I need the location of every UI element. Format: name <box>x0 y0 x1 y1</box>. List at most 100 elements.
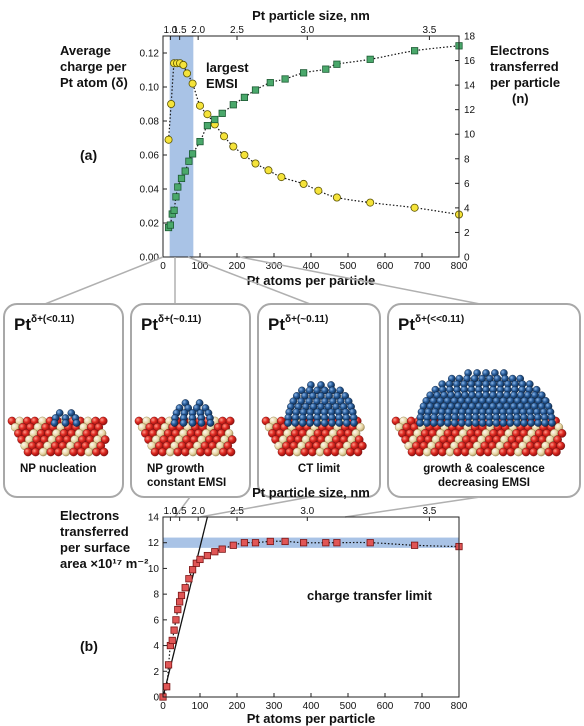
top-tick-label-a: 1.5 <box>173 25 187 36</box>
data-point-charge <box>195 101 204 110</box>
y-axis-title-right-a: Electrons transferred per particle (n) <box>490 43 564 106</box>
top-tick-label-a: 3.5 <box>422 25 436 36</box>
panel-label-a: (a) <box>80 147 97 163</box>
top-axis-title-a: Pt particle size, nm <box>252 8 370 23</box>
pt-nanoparticle <box>284 381 358 427</box>
series-electrons-per-area <box>159 537 463 701</box>
x-tick-label-a: 200 <box>229 261 246 272</box>
data-point-area <box>333 539 341 547</box>
y-tick-label-right-a: 8 <box>464 154 470 165</box>
card-2: Ptδ+(~0.11) NP growth constant EMSI <box>130 303 251 498</box>
x-tick-label-b: 200 <box>229 701 246 712</box>
y-tick-label-b: 12 <box>148 538 160 549</box>
data-point-electrons <box>170 206 178 214</box>
y-tick-label-right-a: 2 <box>464 228 470 239</box>
data-point-area <box>203 551 211 560</box>
y-tick-label-right-a: 6 <box>464 179 470 190</box>
y-tick-label-right-a: 4 <box>464 203 470 214</box>
data-point-area <box>281 537 289 546</box>
y-axis-title-b: Electrons transferred per surface area ×… <box>60 508 149 571</box>
data-point-area <box>164 661 173 669</box>
x-tick-label-a: 800 <box>451 261 468 272</box>
data-point-charge <box>314 186 323 195</box>
data-point-area <box>176 598 184 606</box>
data-point-charge <box>229 142 238 151</box>
data-point-electrons <box>322 65 330 73</box>
x-tick-label-a: 300 <box>266 261 283 272</box>
y-tick-label-left-a: 0.02 <box>140 219 160 230</box>
data-point-area <box>174 605 182 614</box>
data-point-charge <box>251 159 260 168</box>
data-point-area <box>185 575 193 583</box>
top-tick-label-b: 1.5 <box>173 506 187 517</box>
x-tick-label-b: 400 <box>303 701 320 712</box>
y-tick-label-left-a: 0.10 <box>140 83 160 94</box>
data-point-charge <box>203 110 212 119</box>
data-point-electrons <box>281 75 289 83</box>
pt-nanoparticle <box>416 369 556 427</box>
data-point-charge <box>167 100 176 109</box>
data-point-area <box>172 616 180 624</box>
x-tick-label-b: 300 <box>266 701 283 712</box>
y-tick-label-b: 14 <box>148 513 160 524</box>
top-axis-title-b: Pt particle size, nm <box>252 485 370 500</box>
data-point-area <box>366 539 374 547</box>
card-3: Ptδ+(~0.11) CT limit <box>257 303 381 498</box>
data-point-charge <box>188 79 197 88</box>
card-formula: Ptδ+(~0.11) <box>141 314 201 334</box>
y-tick-label-left-a: 0.12 <box>140 49 160 60</box>
data-point-charge <box>240 150 249 159</box>
x-tick-label-b: 600 <box>377 701 394 712</box>
card-caption: CT limit <box>298 463 340 475</box>
y-tick-label-b: 2 <box>153 667 159 678</box>
data-point-area <box>168 636 176 645</box>
data-point-electrons <box>333 60 341 68</box>
data-point-area <box>299 539 308 547</box>
data-point-charge <box>179 60 188 69</box>
x-tick-label-b: 500 <box>340 701 357 712</box>
data-point-area <box>192 559 200 567</box>
data-point-electrons <box>174 183 182 191</box>
fit-curve-b <box>162 540 460 698</box>
top-tick-label-a: 3.0 <box>300 25 314 36</box>
card-4: Ptδ+(<<0.11) growth & coalescence decreasi… <box>387 303 581 498</box>
card-caption: growth & coalescence <box>423 463 544 475</box>
data-point-area <box>163 683 171 691</box>
y-tick-label-b: 6 <box>153 615 159 626</box>
data-point-area <box>251 539 260 547</box>
top-tick-label-b: 3.0 <box>300 506 314 517</box>
top-tick-label-b: 2.5 <box>230 506 244 517</box>
data-point-area <box>322 539 330 547</box>
shade-annotation: largest EMSI <box>206 60 252 91</box>
data-point-area <box>240 539 248 547</box>
data-point-charge <box>264 166 273 175</box>
y-tick-label-right-a: 0 <box>464 253 470 264</box>
data-point-electrons <box>196 137 204 146</box>
data-point-charge <box>277 173 286 182</box>
data-point-electrons <box>410 47 419 55</box>
x-tick-label-a: 600 <box>377 261 394 272</box>
card-caption: NP growth <box>147 463 204 475</box>
card-caption: constant EMSI <box>147 477 226 489</box>
x-tick-label-a: 500 <box>340 261 357 272</box>
x-tick-label-a: 0 <box>160 261 166 272</box>
y-tick-label-right-a: 14 <box>464 81 476 92</box>
top-tick-label-a: 1.0 <box>163 25 177 36</box>
top-tick-label-b: 3.5 <box>422 506 436 517</box>
data-point-charge <box>164 135 173 144</box>
data-point-electrons <box>166 221 174 229</box>
data-point-area <box>211 548 219 556</box>
data-point-electrons <box>172 193 180 201</box>
data-point-area <box>177 591 186 600</box>
data-point-area <box>188 566 197 574</box>
data-point-charge <box>366 198 375 207</box>
data-point-area <box>181 584 189 592</box>
data-point-charge <box>220 132 229 141</box>
data-point-electrons <box>240 93 248 101</box>
top-tick-label-a: 2.5 <box>230 25 244 36</box>
y-axis-title-left-a: Average charge per Pt atom (δ) <box>60 43 130 90</box>
data-point-electrons <box>188 150 197 158</box>
data-point-charge <box>299 179 308 188</box>
y-tick-label-left-a: 0.06 <box>140 151 160 162</box>
